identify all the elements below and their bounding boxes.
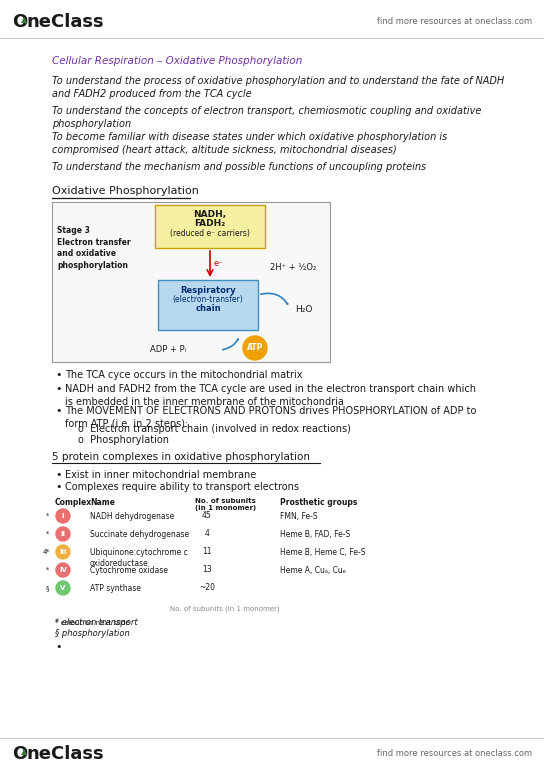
Text: ▲: ▲	[21, 15, 28, 25]
Bar	[155, 205, 265, 248]
Text: Name: Name	[90, 498, 115, 507]
Text: NADH,: NADH,	[194, 210, 226, 219]
Circle shape	[56, 581, 70, 595]
Text: Complex: Complex	[55, 498, 92, 507]
Text: 13: 13	[202, 565, 212, 574]
Text: To understand the mechanism and possible functions of uncoupling proteins: To understand the mechanism and possible…	[52, 162, 426, 172]
Text: No. of subunits: No. of subunits	[195, 498, 256, 504]
Text: FADH₂: FADH₂	[194, 219, 226, 228]
Text: The MOVEMENT OF ELECTRONS AND PROTONS drives PHOSPHORYLATION of ADP to
form ATP : The MOVEMENT OF ELECTRONS AND PROTONS dr…	[65, 406, 477, 429]
Text: Complexes require ability to transport electrons: Complexes require ability to transport e…	[65, 482, 299, 492]
Text: NADH and FADH2 from the TCA cycle are used in the electron transport chain which: NADH and FADH2 from the TCA cycle are us…	[65, 384, 476, 407]
Text: § phosphorylation: § phosphorylation	[55, 629, 130, 638]
Text: To understand the concepts of electron transport, chemiosmotic coupling and oxid: To understand the concepts of electron t…	[52, 106, 481, 129]
Text: Oxidative Phosphorylation: Oxidative Phosphorylation	[52, 186, 199, 196]
Bar	[52, 202, 330, 362]
FancyArrowPatch shape	[261, 293, 288, 304]
Text: ▲: ▲	[21, 748, 28, 756]
Text: *: *	[46, 567, 49, 573]
Text: III: III	[59, 549, 67, 555]
Text: find more resources at oneclass.com: find more resources at oneclass.com	[377, 18, 532, 26]
Text: find more resources at oneclass.com: find more resources at oneclass.com	[377, 749, 532, 758]
Text: •: •	[55, 384, 61, 394]
Text: 2H⁺ + ½O₂: 2H⁺ + ½O₂	[270, 263, 316, 273]
Text: *: *	[46, 549, 49, 555]
Text: V: V	[60, 585, 66, 591]
Text: Heme A, Cuₐ, Cuₑ: Heme A, Cuₐ, Cuₑ	[280, 566, 346, 575]
Text: 11: 11	[202, 547, 212, 557]
Text: •: •	[55, 642, 61, 652]
Text: 5 protein complexes in oxidative phosphorylation: 5 protein complexes in oxidative phospho…	[52, 452, 310, 462]
Bar	[158, 280, 258, 330]
Text: II: II	[60, 531, 65, 537]
Text: Exist in inner mitochondrial membrane: Exist in inner mitochondrial membrane	[65, 470, 256, 480]
Circle shape	[56, 509, 70, 523]
Text: O: O	[12, 13, 27, 31]
Text: (electron-transfer): (electron-transfer)	[172, 295, 243, 304]
Text: Respiratory: Respiratory	[180, 286, 236, 295]
Text: Succinate dehydrogenase: Succinate dehydrogenase	[90, 530, 189, 539]
Text: neClass: neClass	[26, 13, 103, 31]
Text: *: *	[46, 531, 49, 537]
Text: IV: IV	[59, 567, 67, 573]
Text: NADH dehydrogenase: NADH dehydrogenase	[90, 512, 174, 521]
Text: Prosthetic groups: Prosthetic groups	[280, 498, 357, 507]
Text: * colour on next slide: * colour on next slide	[55, 620, 129, 626]
Text: To understand the process of oxidative phosphorylation and to understand the fat: To understand the process of oxidative p…	[52, 76, 504, 99]
Text: e⁻: e⁻	[213, 259, 222, 267]
Text: O: O	[12, 745, 27, 763]
Text: * electron transport: * electron transport	[55, 618, 138, 627]
Text: I: I	[62, 513, 64, 519]
Text: o  Electron transport chain (involved in redox reactions): o Electron transport chain (involved in …	[78, 424, 351, 434]
Text: (reduced e⁻ carriers): (reduced e⁻ carriers)	[170, 229, 250, 238]
Text: FMN, Fe-S: FMN, Fe-S	[280, 512, 318, 521]
Text: •: •	[55, 370, 61, 380]
Text: Cellular Respiration – Oxidative Phosphorylation: Cellular Respiration – Oxidative Phospho…	[52, 56, 302, 66]
Text: 4: 4	[205, 530, 209, 538]
Circle shape	[56, 545, 70, 559]
Text: ATP synthase: ATP synthase	[90, 584, 141, 593]
Text: (in 1 monomer): (in 1 monomer)	[195, 505, 256, 511]
Text: Cytochrome oxidase: Cytochrome oxidase	[90, 566, 168, 575]
Text: o  Phosphorylation: o Phosphorylation	[78, 435, 169, 445]
Text: ATP: ATP	[247, 343, 263, 353]
Circle shape	[56, 563, 70, 577]
Text: •: •	[55, 470, 61, 480]
Text: No. of subunits (in 1 monomer): No. of subunits (in 1 monomer)	[170, 606, 280, 612]
Text: *: *	[46, 513, 49, 519]
Text: §: §	[45, 585, 49, 591]
Circle shape	[243, 336, 267, 360]
Text: The TCA cyce occurs in the mitochondrial matrix: The TCA cyce occurs in the mitochondrial…	[65, 370, 302, 380]
Text: Stage 3
Electron transfer
and oxidative
phosphorylation: Stage 3 Electron transfer and oxidative …	[57, 226, 131, 270]
Text: •: •	[55, 406, 61, 416]
FancyArrowPatch shape	[222, 339, 238, 350]
Text: neClass: neClass	[26, 745, 103, 763]
Text: •: •	[55, 482, 61, 492]
Circle shape	[56, 527, 70, 541]
Text: 45: 45	[202, 511, 212, 521]
Text: 4: 4	[42, 549, 47, 555]
Text: Ubiquinone:cytochrome c
oxidoreductase: Ubiquinone:cytochrome c oxidoreductase	[90, 548, 188, 568]
Text: Heme B, Heme C, Fe-S: Heme B, Heme C, Fe-S	[280, 548, 366, 557]
Text: ADP + Pᵢ: ADP + Pᵢ	[150, 346, 186, 354]
Text: chain: chain	[195, 304, 221, 313]
Text: ~20: ~20	[199, 584, 215, 592]
Text: H₂O: H₂O	[295, 306, 312, 314]
Text: To become familiar with disease states under which oxidative phosphorylation is
: To become familiar with disease states u…	[52, 132, 447, 156]
Text: Heme B, FAD, Fe-S: Heme B, FAD, Fe-S	[280, 530, 350, 539]
